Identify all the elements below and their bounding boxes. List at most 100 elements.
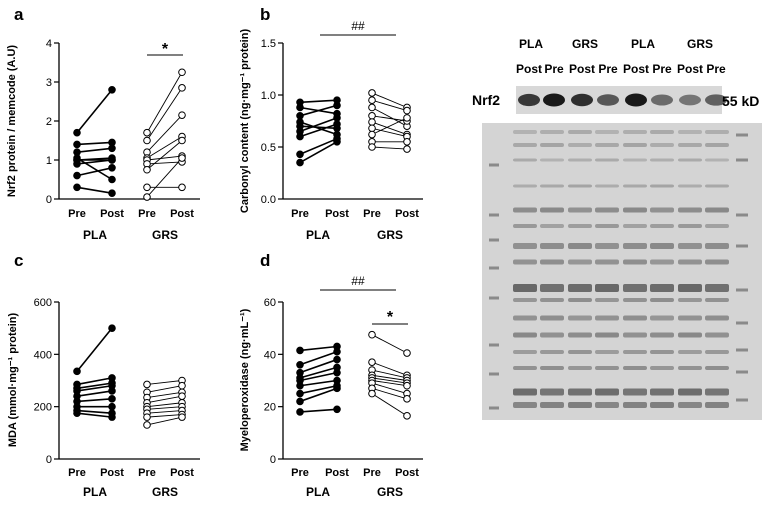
series-line-d-pla-1 [299, 350, 338, 366]
series-line-c-pla-2 [76, 382, 113, 390]
stain-band-13-0 [513, 366, 537, 370]
ladder-mark-right-8 [736, 398, 748, 402]
y-tick-label-c-1: 200 [34, 402, 52, 414]
stain-band-3-6 [678, 184, 702, 188]
stain-band-8-2 [568, 284, 592, 292]
series-line-a-pla-0 [76, 89, 113, 134]
ladder-mark-left-7 [489, 406, 499, 410]
significance-hash-b: ## [351, 19, 365, 33]
series-line-c-grs-2 [146, 391, 183, 398]
stain-band-14-7 [705, 388, 729, 396]
stain-band-7-7 [705, 259, 729, 265]
stain-band-3-2 [568, 184, 592, 188]
blot-lane-label-0: Post [516, 62, 542, 76]
y-tick-label-a-1: 1 [46, 155, 52, 167]
data-point-b-grs-post-1 [403, 106, 411, 115]
series-line-d-pla-8 [299, 408, 338, 413]
x-tick-label-d-1: Pre [291, 467, 309, 479]
data-point-c-grs-pre-8 [143, 421, 151, 429]
stain-band-14-2 [568, 388, 592, 396]
significance-star-a: * [162, 41, 169, 58]
data-point-c-grs-post-8 [178, 413, 186, 421]
data-point-b-grs-pre-6 [368, 130, 376, 139]
data-point-b-pla-pre-2 [296, 112, 304, 120]
stain-band-10-5 [650, 315, 674, 321]
series-line-d-grs-7 [371, 387, 408, 400]
y-tick-label-c-2: 400 [34, 349, 52, 361]
series-line-a-grs-7 [146, 157, 183, 198]
stain-band-4-3 [595, 207, 619, 213]
series-line-d-pla-7 [299, 387, 338, 403]
data-point-d-grs-post-7 [403, 395, 411, 403]
x-tick-label-d-4: Post [395, 467, 419, 479]
blot-lane-label-2: Post [569, 62, 595, 76]
series-line-b-pla-6 [299, 123, 338, 138]
ladder-mark-left-4 [489, 296, 499, 300]
y-axis-label-c: MDA (mmol·mg⁻¹ protein) [7, 313, 19, 448]
stain-band-14-4 [623, 388, 647, 396]
series-line-c-grs-7 [146, 414, 183, 418]
series-line-b-grs-5 [371, 127, 408, 138]
significance-star-d: * [387, 309, 394, 326]
x-tick-label-a-4: Post [170, 208, 194, 220]
blot-band-6 [679, 94, 701, 106]
series-line-a-grs-2 [146, 114, 183, 153]
series-line-d-grs-3 [371, 374, 408, 381]
stain-band-6-0 [513, 243, 537, 249]
series-line-c-pla-4 [76, 398, 113, 403]
data-point-b-grs-post-6 [403, 114, 411, 122]
blot-group-label-1: PLA [519, 37, 543, 51]
data-point-d-pla-pre-0 [296, 346, 304, 355]
x-tick-label-b-4: Post [395, 208, 419, 220]
stain-band-11-6 [678, 332, 702, 338]
x-tick-label-c-1: Pre [68, 467, 86, 479]
y-tick-label-d-0: 0 [270, 454, 276, 466]
stain-band-1-1 [540, 143, 564, 147]
stain-band-12-7 [705, 350, 729, 354]
stain-band-10-2 [568, 315, 592, 321]
data-point-b-grs-post-7 [403, 138, 411, 146]
stain-band-2-3 [595, 158, 619, 162]
stain-band-8-1 [540, 284, 564, 292]
stain-membrane [482, 123, 762, 420]
y-tick-label-b-3: 1.5 [261, 38, 276, 50]
stain-band-15-7 [705, 402, 729, 408]
data-point-b-grs-pre-3 [368, 112, 376, 120]
stain-band-0-1 [540, 130, 564, 134]
stain-band-11-2 [568, 332, 592, 338]
series-line-d-grs-0 [371, 334, 408, 354]
series-line-a-grs-6 [146, 140, 183, 171]
stain-band-14-6 [678, 388, 702, 396]
stain-band-12-2 [568, 350, 592, 354]
stain-band-4-0 [513, 207, 537, 213]
blot-group-label-3: PLA [631, 37, 655, 51]
stain-band-13-7 [705, 366, 729, 370]
stain-band-15-5 [650, 402, 674, 408]
series-line-a-grs-3 [146, 136, 183, 159]
ladder-mark-left-5 [489, 343, 499, 347]
stain-band-7-5 [650, 259, 674, 265]
series-line-b-grs-8 [371, 146, 408, 150]
x-tick-label-c-2: Post [100, 467, 124, 479]
stain-band-1-6 [678, 143, 702, 147]
y-axis-label-a: Nrf2 protein / memcode (A.U) [6, 45, 18, 198]
data-point-d-pla-pre-8 [296, 408, 304, 416]
series-line-b-grs-2 [371, 107, 408, 127]
stain-band-8-4 [623, 284, 647, 292]
stain-band-0-0 [513, 130, 537, 134]
stain-band-10-1 [540, 315, 564, 321]
data-point-d-pla-pre-6 [296, 389, 304, 398]
stain-band-5-3 [595, 224, 619, 228]
stain-band-9-2 [568, 298, 592, 302]
data-point-d-grs-post-8 [403, 412, 411, 420]
stain-band-7-3 [595, 259, 619, 265]
y-tick-label-c-0: 0 [46, 454, 52, 466]
stain-band-4-6 [678, 207, 702, 213]
stain-band-2-2 [568, 158, 592, 162]
data-point-b-grs-pre-1 [368, 96, 376, 104]
ladder-mark-right-1 [736, 158, 748, 162]
stain-band-2-6 [678, 158, 702, 162]
data-point-a-pla-pre-7 [73, 183, 81, 192]
data-point-a-grs-post-2 [178, 111, 186, 119]
